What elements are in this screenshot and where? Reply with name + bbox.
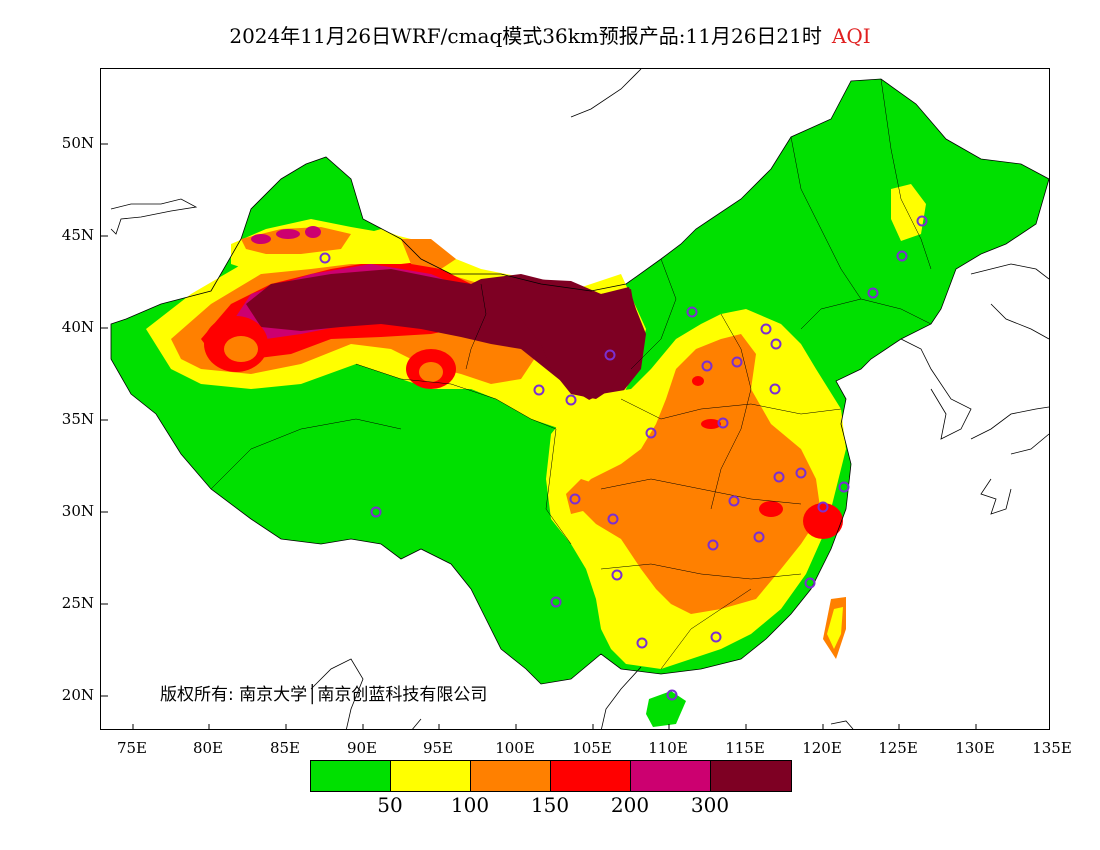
north-xinjiang-purple-3 xyxy=(305,226,321,238)
colorbar-swatch-very-unhealthy xyxy=(631,761,711,791)
lon-label-125e: 125E xyxy=(878,739,918,757)
station-marker xyxy=(804,577,816,589)
station-marker xyxy=(728,495,740,507)
lat-label-40n: 40N xyxy=(61,318,94,336)
lon-label-75e: 75E xyxy=(116,739,148,757)
station-marker xyxy=(707,539,719,551)
station-marker xyxy=(565,394,577,406)
station-marker xyxy=(636,637,648,649)
station-marker xyxy=(533,384,545,396)
lon-label-85e: 85E xyxy=(269,739,301,757)
station-marker xyxy=(753,531,765,543)
station-marker xyxy=(795,467,807,479)
hainan-island xyxy=(646,691,686,727)
lon-label-135e: 135E xyxy=(1032,739,1072,757)
lon-label-90e: 90E xyxy=(346,739,378,757)
east-orange-region xyxy=(571,334,821,614)
qaidam-orange-spot xyxy=(419,362,443,382)
taiwan-yellow xyxy=(827,607,843,649)
lat-label-20n: 20N xyxy=(61,686,94,704)
zhejiang-red-spot xyxy=(803,503,843,539)
station-marker xyxy=(916,215,928,227)
colorbar-swatch-good xyxy=(311,761,391,791)
map-variable-label: AQI xyxy=(831,24,871,48)
station-marker xyxy=(731,356,743,368)
colorbar-label-300: 300 xyxy=(690,793,730,817)
shanxi-red-spot xyxy=(692,376,704,386)
station-marker xyxy=(607,513,619,525)
map-title-text: 2024年11月26日WRF/cmaq模式36km预报产品:11月26日21时 xyxy=(229,24,822,48)
anhui-red-spot xyxy=(759,501,783,517)
station-marker xyxy=(838,481,850,493)
station-marker xyxy=(773,471,785,483)
east-orange-southwest xyxy=(566,479,596,514)
coastlines xyxy=(110,69,1049,729)
lat-label-25n: 25N xyxy=(61,594,94,612)
tarim-orange-spot xyxy=(224,336,258,362)
china-border-outline xyxy=(110,78,1049,685)
map-plot-area xyxy=(100,68,1050,730)
station-marker xyxy=(867,287,879,299)
station-marker xyxy=(710,631,722,643)
lon-label-120e: 120E xyxy=(802,739,842,757)
copyright-text: 版权所有: 南京大学│南京创蓝科技有限公司 xyxy=(160,685,488,705)
lon-label-95e: 95E xyxy=(422,739,454,757)
station-marker xyxy=(760,323,772,335)
inner-mongolia-maroon xyxy=(481,279,636,399)
henan-red-spot xyxy=(701,419,721,429)
lon-label-100e: 100E xyxy=(495,739,535,757)
colorbar-label-100: 100 xyxy=(450,793,490,817)
northeast-yellow-spot xyxy=(891,184,926,241)
station-marker xyxy=(604,349,616,361)
colorbar-label-200: 200 xyxy=(610,793,650,817)
lat-label-35n: 35N xyxy=(61,410,94,428)
colorbar-swatch-moderate xyxy=(391,761,471,791)
colorbar-swatch-unhealthy xyxy=(551,761,631,791)
lon-label-110e: 110E xyxy=(648,739,688,757)
station-marker xyxy=(817,501,829,513)
station-marker xyxy=(769,383,781,395)
lat-label-45n: 45N xyxy=(61,226,94,244)
north-xinjiang-purple-2 xyxy=(276,229,300,239)
lon-label-80e: 80E xyxy=(192,739,224,757)
station-marker xyxy=(896,250,908,262)
lat-label-30n: 30N xyxy=(61,502,94,520)
station-marker xyxy=(770,338,782,350)
lon-label-115e: 115E xyxy=(725,739,765,757)
aqi-colorbar xyxy=(310,760,792,792)
station-marker xyxy=(611,569,623,581)
station-marker xyxy=(686,306,698,318)
map-title: 2024年11月26日WRF/cmaq模式36km预报产品:11月26日21时 A… xyxy=(0,20,1100,49)
colorbar-swatch-unhealthy-sensitive xyxy=(471,761,551,791)
station-marker xyxy=(666,689,678,701)
lon-label-105e: 105E xyxy=(572,739,612,757)
colorbar-label-150: 150 xyxy=(530,793,570,817)
lat-label-50n: 50N xyxy=(61,134,94,152)
aqi-map xyxy=(101,69,1049,729)
lon-label-130e: 130E xyxy=(955,739,995,757)
station-marker xyxy=(370,506,382,518)
province-boundaries xyxy=(210,78,932,670)
station-marker xyxy=(645,427,657,439)
colorbar-label-50: 50 xyxy=(377,793,403,817)
gansu-orange-band xyxy=(401,239,456,269)
colorbar-swatch-hazardous xyxy=(711,761,791,791)
station-markers xyxy=(319,215,928,701)
tick-marks xyxy=(101,143,977,729)
station-marker xyxy=(569,493,581,505)
station-marker xyxy=(550,596,562,608)
station-marker xyxy=(717,417,729,429)
north-xinjiang-purple-1 xyxy=(251,234,271,244)
north-xinjiang-orange xyxy=(241,227,351,254)
station-marker xyxy=(701,360,713,372)
station-marker xyxy=(319,252,331,264)
